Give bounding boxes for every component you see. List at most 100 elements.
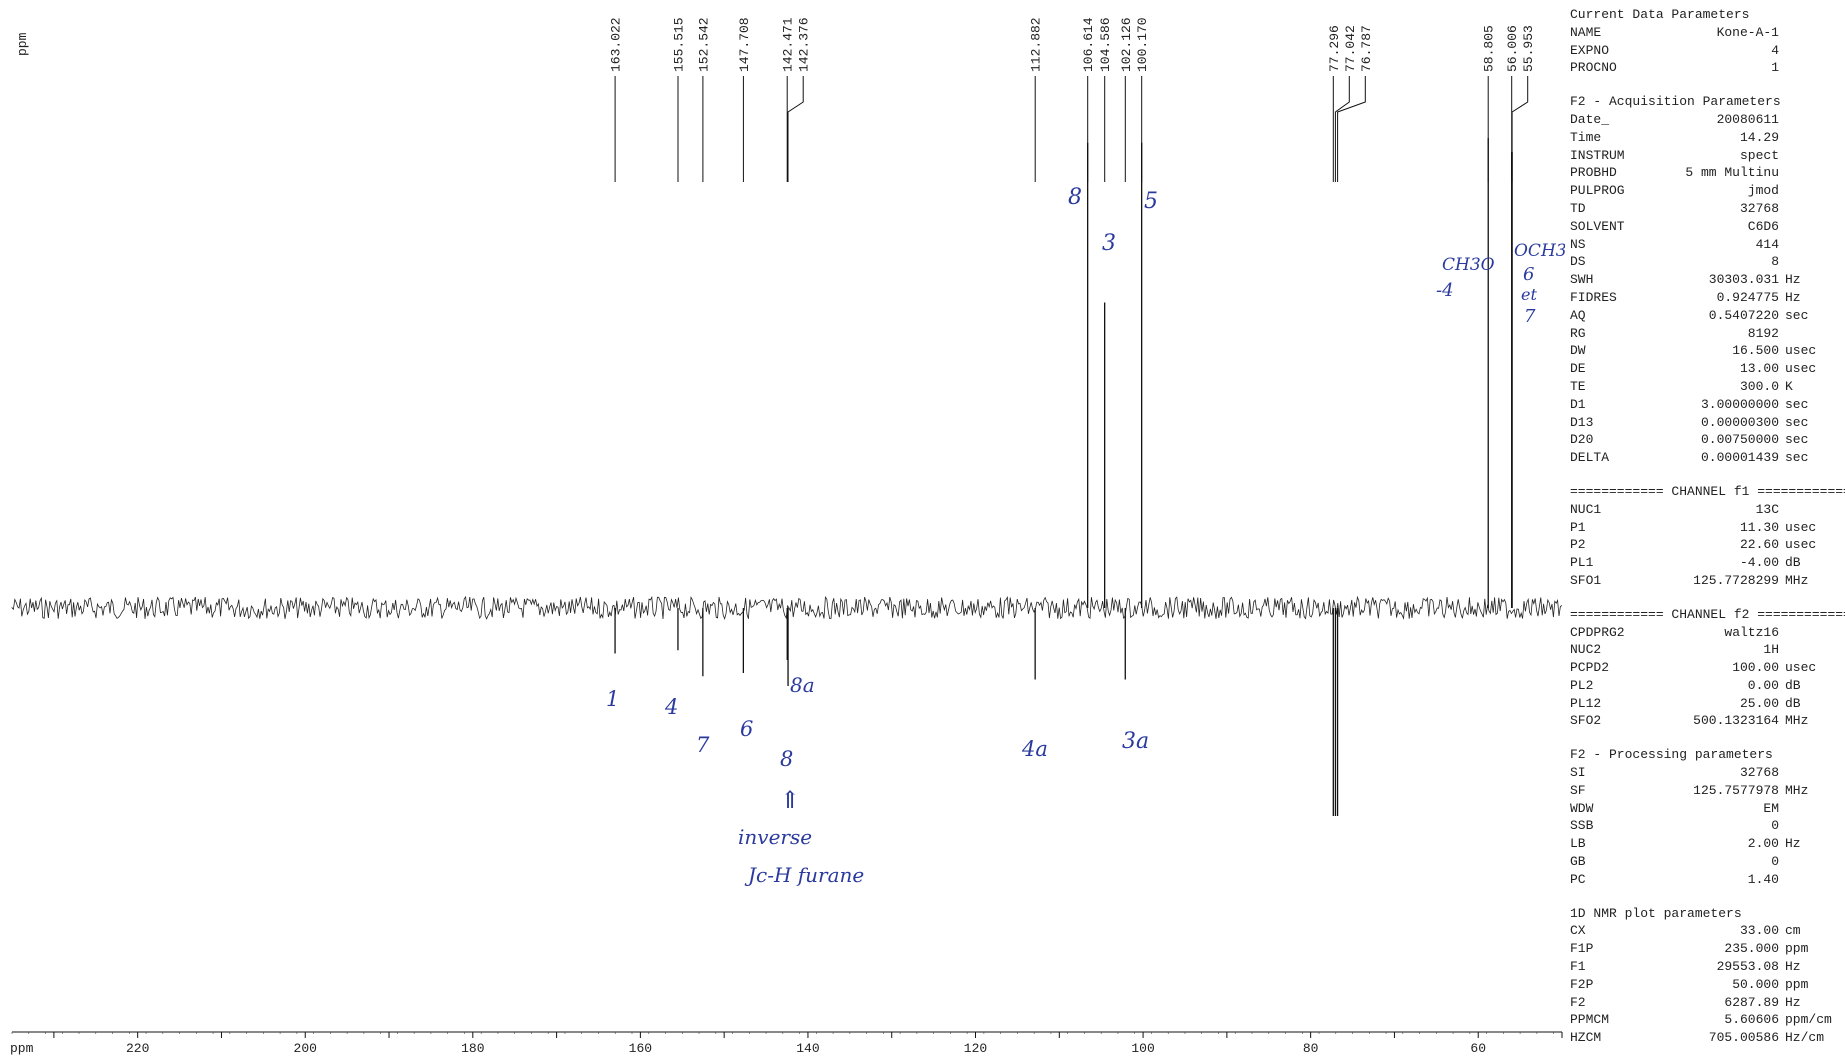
param-section-title: F2 - Acquisition Parameters [1570,93,1842,111]
param-unit: Hz [1779,271,1801,289]
param-value: 50.000 [1654,976,1779,994]
peak-labels: 163.022 155.515 152.542 147.708 142.471 142.3… [609,17,1537,182]
param-row: D20 0.00750000 sec [1570,431,1842,449]
param-unit [1779,59,1785,77]
param-key: D20 [1570,431,1654,449]
handwritten-annotation: 5 [1144,189,1158,214]
param-unit: MHz [1779,572,1808,590]
param-value: 0.00750000 [1654,431,1779,449]
peak-label-connector [788,76,803,182]
peaks [615,138,1512,816]
param-unit: Hz [1779,835,1801,853]
param-row: F1P 235.000 ppm [1570,940,1842,958]
param-section: ============ CHANNEL f2 ============ CPDP… [1570,606,1842,731]
param-unit: dB [1779,677,1801,695]
param-key: DE [1570,360,1654,378]
param-key: F2P [1570,976,1654,994]
param-row: Time 14.29 [1570,129,1842,147]
param-unit [1779,218,1785,236]
param-row: CX 33.00 cm [1570,922,1842,940]
param-unit: dB [1779,695,1801,713]
param-value: 1H [1654,641,1779,659]
param-key: SI [1570,764,1654,782]
param-row: F2 6287.89 Hz [1570,994,1842,1012]
peak-label: 77.042 [1343,25,1358,72]
param-unit [1779,147,1785,165]
param-value: 125.7728299 [1654,572,1779,590]
param-section: F2 - Processing parameters SI 32768 SF 125.7… [1570,746,1842,888]
handwritten-annotation: 8a [790,673,815,697]
param-value: 0 [1654,853,1779,871]
param-row: FIDRES 0.924775 Hz [1570,289,1842,307]
handwritten-annotation: 8 [780,747,793,771]
param-row: SFO1 125.7728299 MHz [1570,572,1842,590]
handwritten-annotation: inverse [738,825,812,849]
peak-label: 142.376 [797,17,812,72]
peak-label: 112.882 [1029,17,1044,72]
param-row: PPMCM 5.60606 ppm/cm [1570,1011,1842,1029]
param-row: D13 0.00000300 sec [1570,414,1842,432]
param-key: DW [1570,342,1654,360]
param-key: D1 [1570,396,1654,414]
x-tick-label: 200 [294,1041,317,1056]
param-key: LB [1570,835,1654,853]
param-row: RG 8192 [1570,325,1842,343]
param-unit [1779,641,1785,659]
param-key: CX [1570,922,1654,940]
param-key: NAME [1570,24,1654,42]
handwritten-annotation: ⇑ [780,786,800,814]
param-unit: dB [1779,554,1801,572]
param-row: CPDPRG2 waltz16 [1570,624,1842,642]
param-key: PCPD2 [1570,659,1654,677]
param-key: PL1 [1570,554,1654,572]
param-unit: sec [1779,414,1808,432]
param-key: RG [1570,325,1654,343]
param-key: AQ [1570,307,1654,325]
param-row: INSTRUM spect [1570,147,1842,165]
handwritten-annotation: 6 [1523,264,1534,285]
param-value: 3.00000000 [1654,396,1779,414]
param-key: SFO2 [1570,712,1654,730]
param-value: 0.924775 [1654,289,1779,307]
param-value: jmod [1654,182,1779,200]
param-row: DE 13.00 usec [1570,360,1842,378]
param-value: spect [1654,147,1779,165]
param-unit: Hz [1779,958,1801,976]
param-key: PROBHD [1570,164,1654,182]
param-unit [1779,764,1785,782]
param-row: EXPNO 4 [1570,42,1842,60]
param-row: PL1 -4.00 dB [1570,554,1842,572]
param-key: SOLVENT [1570,218,1654,236]
param-key: SSB [1570,817,1654,835]
handwritten-annotation: OCH3 [1514,241,1565,261]
param-row: PL12 25.00 dB [1570,695,1842,713]
x-tick-label: 100 [1131,1041,1154,1056]
param-value: 1.40 [1654,871,1779,889]
param-unit: usec [1779,519,1816,537]
param-value: 125.7577978 [1654,782,1779,800]
param-row: SI 32768 [1570,764,1842,782]
param-unit [1779,111,1785,129]
x-tick-label: 140 [796,1041,819,1056]
peak-label-connector [1512,76,1528,182]
param-key: P1 [1570,519,1654,537]
handwritten-annotation: 3 [1102,231,1116,256]
param-unit: usec [1779,360,1816,378]
param-key: DELTA [1570,449,1654,467]
x-axis-unit-label: ppm [10,1041,34,1056]
param-value: C6D6 [1654,218,1779,236]
handwritten-annotation: CH3O [1442,255,1495,275]
handwritten-annotation: Jc-H furane [744,863,864,887]
param-value: 29553.08 [1654,958,1779,976]
peak-label-connector [1338,76,1366,182]
param-unit: MHz [1779,712,1808,730]
x-tick-label: 80 [1303,1041,1319,1056]
handwritten-annotation: et [1521,285,1537,304]
param-value: 5 mm Multinu [1654,164,1779,182]
param-unit: sec [1779,396,1808,414]
param-unit [1779,42,1785,60]
param-row: SWH 30303.031 Hz [1570,271,1842,289]
param-value: 705.00586 [1654,1029,1779,1047]
param-value: 33.00 [1654,922,1779,940]
peak-label: 102.126 [1119,17,1134,72]
